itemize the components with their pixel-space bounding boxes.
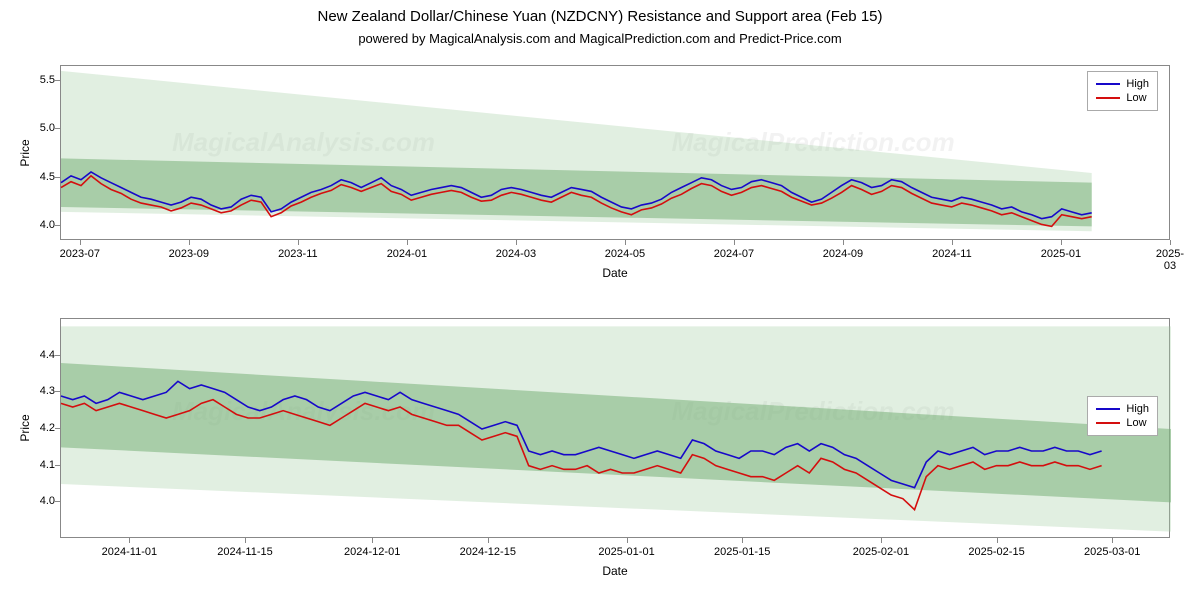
ytick-label: 4.3 (15, 385, 55, 397)
legend-swatch (1096, 97, 1120, 99)
x-axis-label: Date (602, 564, 627, 578)
top-chart-svg (61, 66, 1171, 241)
x-axis-label: Date (602, 266, 627, 280)
bottom-chart-legend: High Low (1087, 396, 1158, 436)
ytick-label: 4.1 (15, 459, 55, 471)
legend-item: High (1096, 78, 1149, 90)
ytick-mark (55, 177, 60, 178)
xtick-label: 2025-02-01 (853, 546, 909, 558)
ytick-mark (55, 128, 60, 129)
ytick-mark (55, 225, 60, 226)
xtick-label: 2025-03-01 (1084, 546, 1140, 558)
legend-label: High (1126, 403, 1149, 415)
xtick-label: 2025-01-01 (598, 546, 654, 558)
xtick-label: 2024-03 (496, 248, 536, 260)
ytick-mark (55, 465, 60, 466)
ytick-label: 4.0 (15, 219, 55, 231)
xtick-mark (516, 240, 517, 245)
legend-swatch (1096, 408, 1120, 410)
xtick-label: 2024-12-15 (460, 546, 516, 558)
legend-swatch (1096, 422, 1120, 424)
xtick-mark (245, 538, 246, 543)
bottom-chart-svg (61, 319, 1171, 539)
xtick-mark (734, 240, 735, 245)
chart-subtitle: powered by MagicalAnalysis.com and Magic… (0, 25, 1200, 50)
xtick-label: 2024-11-01 (102, 546, 157, 558)
xtick-mark (952, 240, 953, 245)
xtick-mark (742, 538, 743, 543)
xtick-label: 2025-01 (1041, 248, 1081, 260)
xtick-label: 2024-11-15 (217, 546, 272, 558)
ytick-label: 4.0 (15, 495, 55, 507)
ytick-label: 5.0 (15, 122, 55, 134)
xtick-mark (1061, 240, 1062, 245)
ytick-label: 4.5 (15, 171, 55, 183)
xtick-label: 2025-01-15 (714, 546, 770, 558)
bottom-chart-plot-area: MagicalAnalysis.comMagicalPrediction.com (60, 318, 1170, 538)
xtick-label: 2023-07 (60, 248, 100, 260)
xtick-mark (189, 240, 190, 245)
xtick-mark (625, 240, 626, 245)
legend-label: Low (1126, 92, 1146, 104)
legend-label: Low (1126, 417, 1146, 429)
xtick-label: 2024-12-01 (344, 546, 400, 558)
legend-item: High (1096, 403, 1149, 415)
ytick-mark (55, 428, 60, 429)
xtick-label: 2023-11 (278, 248, 318, 260)
ytick-mark (55, 80, 60, 81)
y-axis-label: Price (18, 414, 32, 441)
ytick-label: 5.5 (15, 74, 55, 86)
top-chart-legend: High Low (1087, 71, 1158, 111)
legend-item: Low (1096, 417, 1149, 429)
ytick-label: 4.4 (15, 349, 55, 361)
xtick-mark (298, 240, 299, 245)
xtick-mark (843, 240, 844, 245)
ytick-mark (55, 391, 60, 392)
xtick-mark (80, 240, 81, 245)
xtick-label: 2025-02-15 (968, 546, 1024, 558)
xtick-mark (129, 538, 130, 543)
y-axis-label: Price (18, 139, 32, 166)
xtick-mark (881, 538, 882, 543)
legend-label: High (1126, 78, 1149, 90)
xtick-label: 2024-09 (823, 248, 863, 260)
ytick-mark (55, 355, 60, 356)
legend-swatch (1096, 83, 1120, 85)
xtick-mark (1170, 240, 1171, 245)
xtick-label: 2024-11 (932, 248, 972, 260)
xtick-label: 2024-01 (387, 248, 427, 260)
xtick-label: 2023-09 (169, 248, 209, 260)
xtick-label: 2024-07 (714, 248, 754, 260)
ytick-mark (55, 501, 60, 502)
top-chart-plot-area: MagicalAnalysis.comMagicalPrediction.com (60, 65, 1170, 240)
xtick-mark (488, 538, 489, 543)
chart-main-title: New Zealand Dollar/Chinese Yuan (NZDCNY)… (0, 0, 1200, 25)
xtick-label: 2024-05 (605, 248, 645, 260)
xtick-mark (372, 538, 373, 543)
xtick-mark (627, 538, 628, 543)
legend-item: Low (1096, 92, 1149, 104)
xtick-mark (1112, 538, 1113, 543)
xtick-mark (407, 240, 408, 245)
xtick-mark (997, 538, 998, 543)
xtick-label: 2025-03 (1155, 248, 1185, 272)
